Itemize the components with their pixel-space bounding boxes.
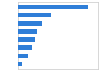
- Bar: [18, 13, 51, 17]
- Bar: [18, 62, 22, 66]
- Bar: [18, 5, 88, 9]
- Bar: [18, 21, 42, 26]
- Bar: [18, 29, 37, 34]
- Bar: [18, 37, 35, 42]
- Bar: [18, 54, 28, 58]
- Bar: [18, 45, 32, 50]
